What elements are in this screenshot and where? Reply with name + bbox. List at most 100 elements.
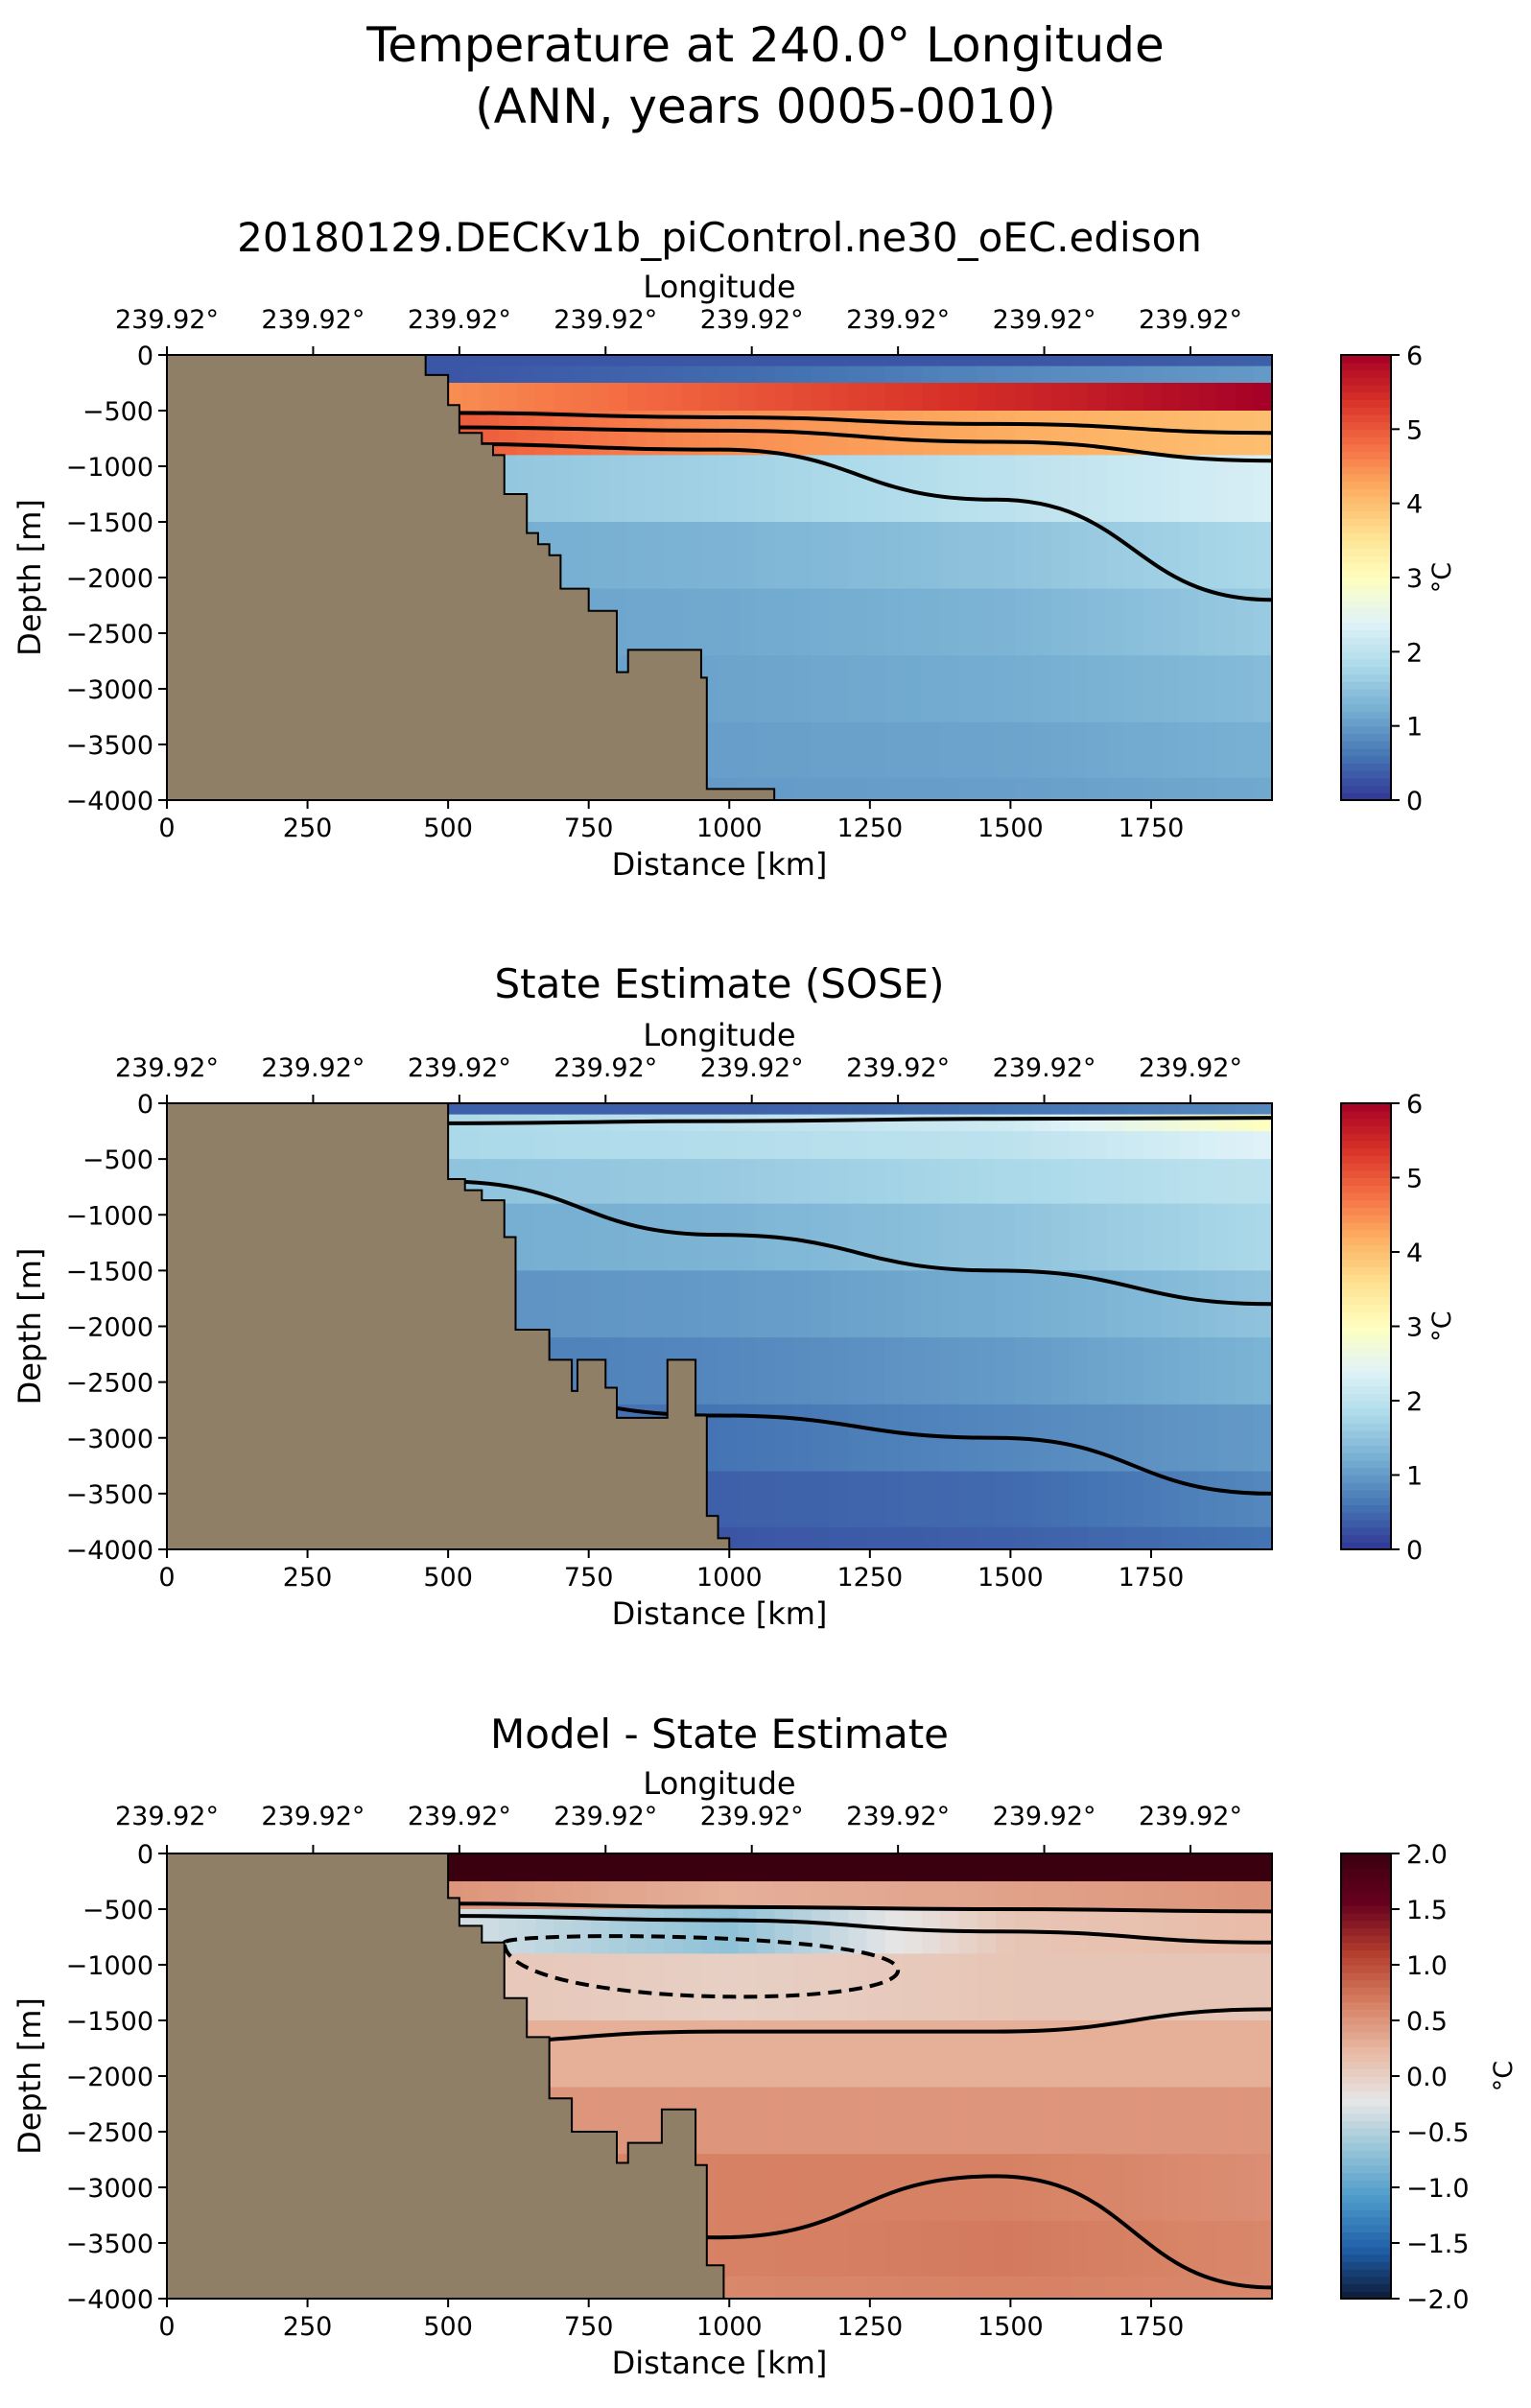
heat-cell — [1050, 655, 1071, 723]
heat-cell — [977, 411, 997, 456]
heat-cell — [608, 1881, 628, 1910]
heat-cell — [738, 588, 757, 656]
heat-cell — [719, 1337, 739, 1405]
heat-cell — [1088, 2087, 1107, 2155]
heat-cell — [958, 1864, 978, 1882]
heat-cell — [1106, 2154, 1125, 2222]
heat-cell — [904, 366, 923, 384]
heat-cell — [904, 1203, 923, 1271]
heat-cell — [1050, 588, 1071, 656]
heat-cell — [738, 1203, 757, 1271]
heat-cell — [1088, 1131, 1107, 1160]
heat-cell — [756, 588, 776, 656]
colorbar-segment — [1341, 562, 1391, 571]
heat-cell — [516, 1270, 536, 1338]
heat-cell — [884, 2154, 905, 2222]
heat-cell — [1142, 721, 1163, 779]
heat-cell — [866, 777, 886, 800]
heat-cell — [700, 2020, 720, 2089]
heat-cell — [1216, 1909, 1237, 1954]
heat-cell — [977, 1103, 997, 1116]
heat-cell — [1161, 1471, 1181, 1528]
top-tick-label: 239.92° — [554, 1802, 657, 1831]
x-tick-label: 1750 — [1119, 814, 1185, 843]
heat-cell — [996, 1526, 1015, 1549]
heat-cell — [812, 1337, 831, 1405]
heat-cell — [977, 1471, 997, 1528]
colorbar-segment — [1341, 1526, 1391, 1536]
heat-cell — [940, 1864, 960, 1882]
colorbar-segment — [1341, 1423, 1391, 1431]
heat-cell — [1235, 2020, 1255, 2089]
heat-cell — [608, 1103, 628, 1116]
heat-cell — [516, 1131, 536, 1160]
heat-cell — [1142, 1864, 1163, 1882]
heat-cell — [1106, 366, 1125, 384]
heat-cell — [756, 2020, 776, 2089]
colorbar-segment — [1341, 1192, 1391, 1201]
heat-cell — [977, 1337, 997, 1405]
heat-cell — [646, 455, 665, 523]
heat-cell — [646, 1103, 665, 1116]
colorbar-segment — [1341, 1296, 1391, 1305]
heat-cell — [1161, 777, 1181, 800]
heat-cell — [812, 455, 831, 523]
y-tick-label: −2000 — [66, 1313, 153, 1343]
heat-cell — [738, 1953, 757, 2021]
heat-cell — [756, 1159, 776, 1205]
heat-cell — [774, 721, 794, 779]
heat-cell — [1161, 1526, 1181, 1549]
heat-cell — [1069, 1404, 1089, 1473]
heat-cell — [627, 1909, 647, 1954]
heat-cell — [608, 1953, 628, 2021]
heat-cell — [738, 2154, 757, 2222]
heat-cell — [922, 383, 941, 412]
heat-cell — [1124, 411, 1144, 456]
heat-cell — [646, 355, 665, 367]
colorbar-segment — [1341, 1163, 1391, 1171]
heat-cell — [792, 1471, 813, 1528]
heat-cell — [1216, 2087, 1237, 2155]
heat-cell — [848, 1159, 868, 1205]
heat-cell — [1235, 721, 1255, 779]
heat-cell — [884, 1203, 905, 1271]
heat-cell — [1198, 1471, 1217, 1528]
heat-cell — [590, 455, 610, 523]
heat-cell — [977, 522, 997, 590]
heat-cell — [812, 1953, 831, 2021]
colorbar-segment — [1341, 777, 1391, 787]
heat-cell — [1124, 2154, 1144, 2222]
heat-cell — [958, 1103, 978, 1116]
heat-cell — [756, 1881, 776, 1910]
heat-cell — [996, 522, 1015, 590]
colorbar-segment — [1341, 1920, 1391, 1928]
heat-cell — [480, 1103, 500, 1116]
heat-cell — [1198, 366, 1217, 384]
colorbar-tick-label: 0.5 — [1406, 2007, 1448, 2037]
colorbar-label: °C — [1427, 562, 1457, 593]
heat-cell — [1142, 1203, 1163, 1271]
heat-cell — [682, 1203, 702, 1271]
colorbar-segment — [1341, 1378, 1391, 1387]
heat-cell — [792, 366, 813, 384]
heat-cell — [940, 1131, 960, 1160]
heat-cell — [977, 1203, 997, 1271]
heat-cell — [1050, 2276, 1071, 2299]
heat-cell — [590, 1203, 610, 1271]
heat-cell — [922, 1103, 941, 1116]
colorbar-tick-label: −1.0 — [1406, 2174, 1470, 2204]
heat-cell — [922, 2020, 941, 2089]
heat-cell — [682, 588, 702, 656]
heat-cell — [682, 1159, 702, 1205]
heat-cell — [1088, 366, 1107, 384]
heat-cell — [866, 1853, 886, 1866]
heat-cell — [830, 1337, 849, 1405]
colorbar-segment — [1341, 1882, 1391, 1892]
heat-cell — [977, 655, 997, 723]
heat-cell — [627, 588, 647, 656]
heat-cell — [1235, 522, 1255, 590]
heat-cell — [940, 1203, 960, 1271]
colorbar-segment — [1341, 2142, 1391, 2151]
x-tick-label: 750 — [564, 1563, 614, 1593]
